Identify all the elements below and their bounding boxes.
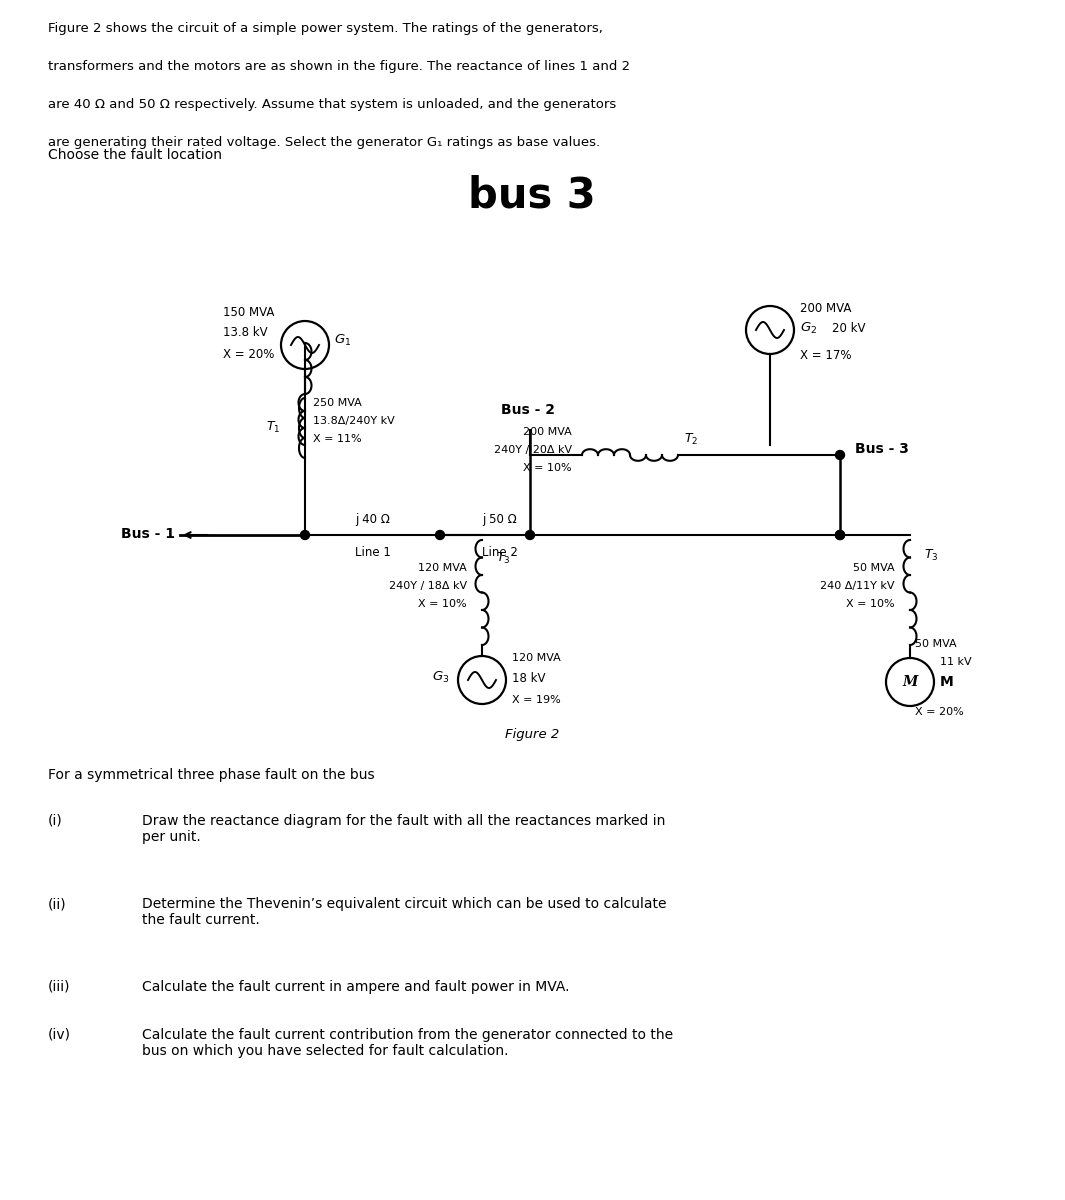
- Text: X = 20%: X = 20%: [915, 707, 964, 716]
- Text: Figure 2 shows the circuit of a simple power system. The ratings of the generato: Figure 2 shows the circuit of a simple p…: [48, 22, 603, 35]
- Text: X = 10%: X = 10%: [419, 599, 466, 608]
- Text: M: M: [902, 674, 918, 689]
- Text: X = 10%: X = 10%: [847, 599, 895, 608]
- Text: (i): (i): [48, 814, 63, 828]
- Text: $G_3$: $G_3$: [431, 670, 449, 684]
- Text: Bus - 1: Bus - 1: [121, 527, 175, 541]
- Text: Draw the reactance diagram for the fault with all the reactances marked in
per u: Draw the reactance diagram for the fault…: [142, 814, 666, 844]
- Text: Line 2: Line 2: [482, 546, 518, 558]
- Text: 11 kV: 11 kV: [940, 658, 971, 667]
- Text: 150 MVA: 150 MVA: [223, 306, 275, 319]
- Text: $T_3$: $T_3$: [496, 551, 510, 565]
- Text: 200 MVA: 200 MVA: [800, 301, 851, 314]
- Text: X = 11%: X = 11%: [313, 434, 362, 444]
- Text: 120 MVA: 120 MVA: [512, 653, 561, 662]
- Text: $G_2$: $G_2$: [800, 320, 817, 336]
- Text: bus 3: bus 3: [469, 175, 596, 217]
- Text: 240Y / 18Δ kV: 240Y / 18Δ kV: [389, 581, 466, 590]
- Text: 50 MVA: 50 MVA: [853, 563, 895, 572]
- Text: 120 MVA: 120 MVA: [419, 563, 466, 572]
- Text: X = 17%: X = 17%: [800, 348, 852, 361]
- Text: are generating their rated voltage. Select the generator G₁ ratings as base valu: are generating their rated voltage. Sele…: [48, 136, 600, 149]
- Text: 240Y / 20Δ kV: 240Y / 20Δ kV: [494, 445, 572, 455]
- Text: $T_1$: $T_1$: [265, 420, 280, 434]
- Text: are 40 Ω and 50 Ω respectively. Assume that system is unloaded, and the generato: are 40 Ω and 50 Ω respectively. Assume t…: [48, 98, 617, 110]
- Text: 18 kV: 18 kV: [512, 672, 545, 684]
- Text: Line 1: Line 1: [355, 546, 391, 558]
- Circle shape: [836, 450, 845, 460]
- Circle shape: [836, 530, 845, 540]
- Text: Choose the fault location: Choose the fault location: [48, 148, 222, 162]
- Text: j 50 Ω: j 50 Ω: [482, 514, 518, 527]
- Text: $T_3$: $T_3$: [924, 547, 938, 563]
- Text: 13.8 kV: 13.8 kV: [223, 326, 267, 340]
- Text: Calculate the fault current in ampere and fault power in MVA.: Calculate the fault current in ampere an…: [142, 980, 570, 994]
- Text: 250 MVA: 250 MVA: [313, 398, 362, 408]
- Text: $G_1$: $G_1$: [334, 332, 351, 348]
- Circle shape: [300, 530, 310, 540]
- Text: M: M: [940, 674, 954, 689]
- Text: X = 10%: X = 10%: [523, 463, 572, 473]
- Text: X = 20%: X = 20%: [223, 348, 275, 361]
- Text: (ii): (ii): [48, 898, 67, 911]
- Text: 200 MVA: 200 MVA: [523, 427, 572, 437]
- Text: Calculate the fault current contribution from the generator connected to the
bus: Calculate the fault current contribution…: [142, 1028, 673, 1058]
- Circle shape: [836, 530, 845, 540]
- Text: transformers and the motors are as shown in the figure. The reactance of lines 1: transformers and the motors are as shown…: [48, 60, 630, 73]
- Text: j 40 Ω: j 40 Ω: [355, 514, 390, 527]
- Text: (iv): (iv): [48, 1028, 71, 1042]
- Circle shape: [525, 530, 535, 540]
- Text: X = 19%: X = 19%: [512, 695, 561, 704]
- Text: 240 Δ/11Y kV: 240 Δ/11Y kV: [820, 581, 895, 590]
- Text: Determine the Thevenin’s equivalent circuit which can be used to calculate
the f: Determine the Thevenin’s equivalent circ…: [142, 898, 667, 928]
- Circle shape: [436, 530, 444, 540]
- Text: Bus - 3: Bus - 3: [855, 442, 908, 456]
- Text: Figure 2: Figure 2: [505, 728, 559, 740]
- Text: Bus - 2: Bus - 2: [501, 403, 555, 416]
- Text: For a symmetrical three phase fault on the bus: For a symmetrical three phase fault on t…: [48, 768, 375, 782]
- Text: 13.8Δ/240Y kV: 13.8Δ/240Y kV: [313, 416, 395, 426]
- Text: 20 kV: 20 kV: [832, 322, 866, 335]
- Text: (iii): (iii): [48, 980, 70, 994]
- Text: $T_2$: $T_2$: [684, 432, 699, 446]
- Text: 50 MVA: 50 MVA: [915, 638, 956, 649]
